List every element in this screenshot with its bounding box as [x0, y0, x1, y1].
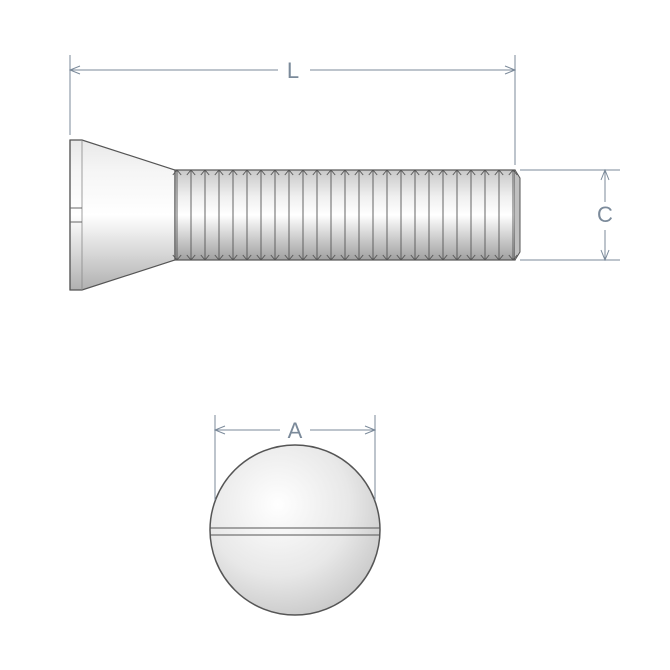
dim-diameter-label: C: [597, 202, 613, 227]
screw-technical-diagram: L C: [0, 0, 670, 670]
screw-side-view: [70, 140, 520, 290]
dimension-diameter: C: [520, 170, 620, 260]
dim-length-label: L: [287, 58, 299, 83]
dim-head-label: A: [288, 418, 303, 443]
diagram-svg: L C: [0, 0, 670, 670]
dimension-length: L: [70, 55, 515, 165]
screw-top-view: [210, 445, 380, 615]
